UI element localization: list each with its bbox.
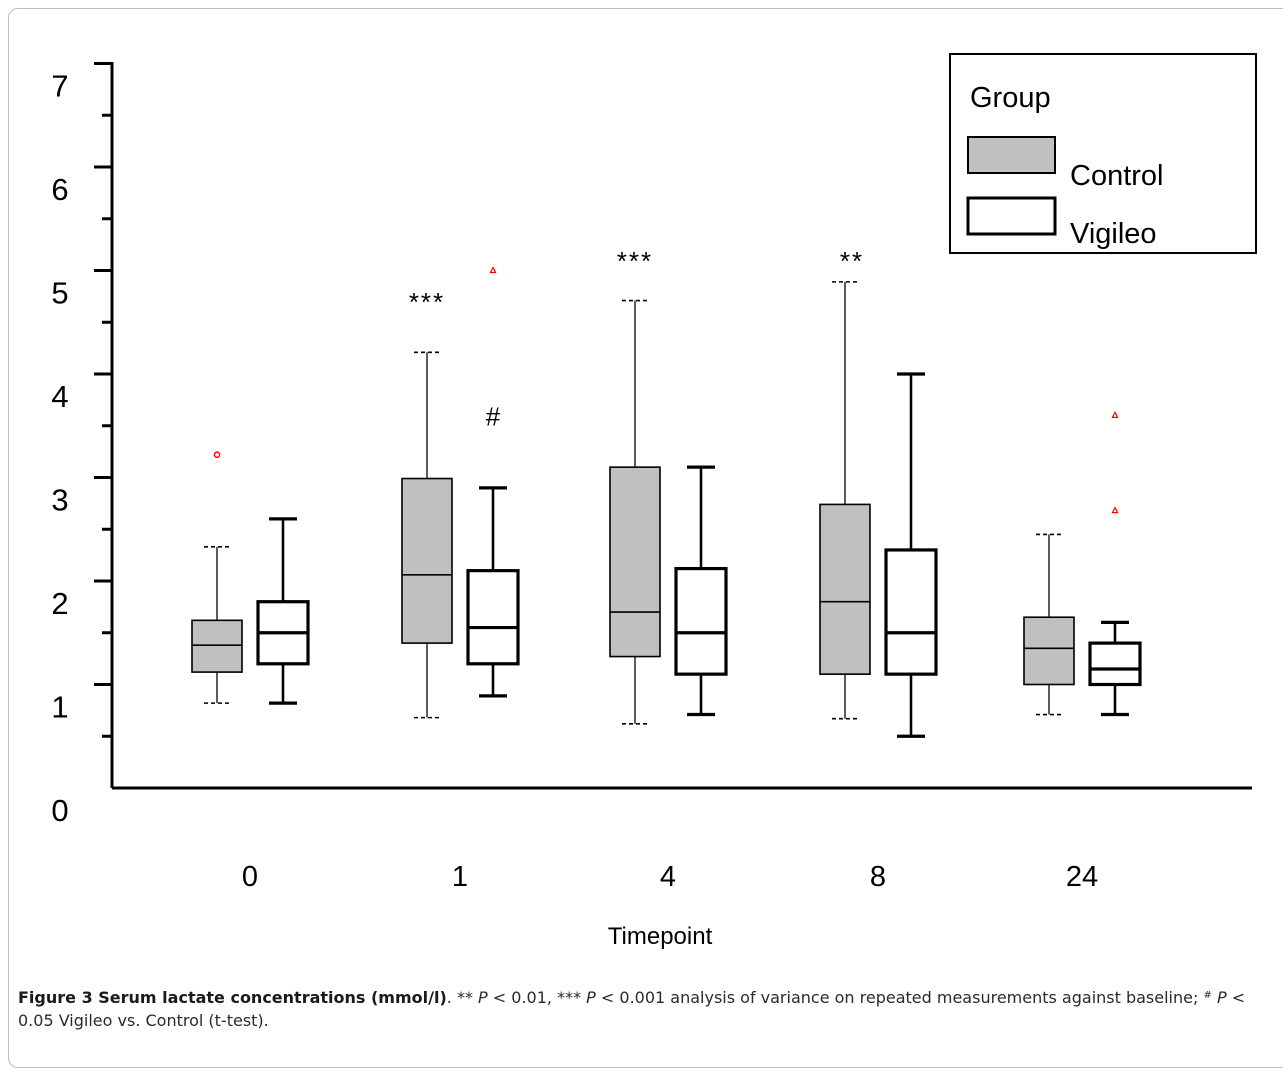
caption-hash: # xyxy=(1203,990,1212,1001)
legend-swatch-vigileo xyxy=(966,196,1057,236)
annotations-layer: ***#*** ** xyxy=(409,246,864,432)
caption-text-4: < 0.05 Vigileo vs. Control (t-test). xyxy=(18,988,1246,1030)
control-box xyxy=(191,451,243,704)
outlier-point xyxy=(489,266,497,274)
axes-layer: 0 1 2 3 4 5 6 7 0 1 4 8 24 xyxy=(51,62,1252,893)
x-tick-label: 8 xyxy=(870,861,886,893)
y-tick-label: 1 xyxy=(51,690,68,725)
y-tick-label: 5 xyxy=(51,276,68,311)
caption-p-symbol: P xyxy=(586,988,596,1007)
caption-label: Figure 3 Serum lactate concentrations (m… xyxy=(18,988,447,1007)
control-box xyxy=(1023,533,1075,716)
legend-label-vigileo: Vigileo xyxy=(1070,218,1157,250)
vigileo-box xyxy=(466,266,520,698)
vigileo-box xyxy=(674,465,728,717)
outlier-point xyxy=(1111,411,1119,418)
iqr-box xyxy=(674,566,728,676)
caption-p-symbol: P xyxy=(1216,988,1227,1007)
x-tick-label: 4 xyxy=(660,861,676,893)
caption-text-1: . ** xyxy=(446,988,479,1007)
y-tick-label: 2 xyxy=(51,586,68,621)
vigileo-box xyxy=(884,372,938,738)
iqr-box xyxy=(819,503,871,675)
caption-p-symbol: P xyxy=(478,988,488,1007)
figure-caption: Figure 3 Serum lactate concentrations (m… xyxy=(18,984,1268,1032)
y-tick-label: 4 xyxy=(51,379,68,414)
x-tick-label: 24 xyxy=(1066,861,1098,893)
iqr-box xyxy=(609,466,661,658)
caption-text-2: < 0.01, *** xyxy=(487,988,587,1007)
legend: Group Control Vigileo xyxy=(949,53,1257,254)
y-tick-label: 7 xyxy=(51,69,68,104)
significance-annotation: ** xyxy=(840,246,864,276)
significance-annotation: # xyxy=(486,402,501,432)
legend-title: Group xyxy=(970,82,1051,114)
caption-text-3: < 0.001 analysis of variance on repeated… xyxy=(595,988,1204,1007)
legend-label-control: Control xyxy=(1070,160,1164,192)
boxes-layer xyxy=(191,266,1142,738)
iqr-box xyxy=(884,548,938,676)
iqr-box xyxy=(1088,641,1142,687)
control-box xyxy=(609,299,661,725)
y-tick-label: 6 xyxy=(51,172,68,207)
x-tick-label: 0 xyxy=(242,861,258,893)
significance-annotation: *** xyxy=(617,246,653,276)
x-axis-label: Timepoint xyxy=(608,923,713,950)
legend-swatch-control xyxy=(967,136,1056,174)
control-box xyxy=(401,351,453,719)
significance-annotation: *** xyxy=(409,287,445,317)
outlier-point xyxy=(213,451,221,459)
vigileo-box xyxy=(256,517,310,705)
y-tick-label: 3 xyxy=(51,483,68,518)
iqr-box xyxy=(1023,616,1075,686)
control-box xyxy=(819,281,871,720)
outlier-point xyxy=(1111,506,1119,514)
iqr-box xyxy=(191,619,243,673)
iqr-box xyxy=(401,477,453,644)
x-tick-label: 1 xyxy=(452,861,468,893)
y-tick-label: 0 xyxy=(51,793,68,828)
vigileo-box xyxy=(1088,411,1142,717)
iqr-box xyxy=(466,569,520,666)
